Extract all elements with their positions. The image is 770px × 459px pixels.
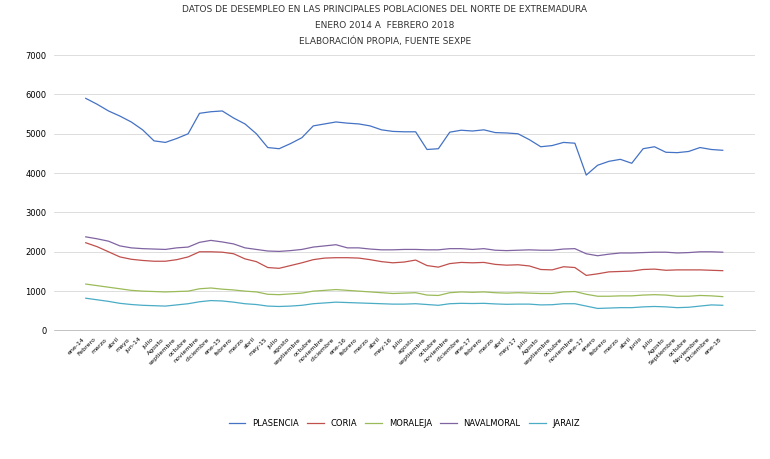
MORALEJA: [104, 285, 113, 290]
MORALEJA: [354, 288, 363, 294]
Text: ENERO 2014 A  FEBRERO 2018: ENERO 2014 A FEBRERO 2018: [315, 21, 455, 30]
CORIA: [104, 249, 113, 255]
NAVALMORAL: [116, 243, 125, 249]
CORIA: [514, 262, 523, 268]
CORIA: [581, 273, 591, 278]
NAVALMORAL: [514, 247, 523, 253]
Line: MORALEJA: MORALEJA: [85, 284, 723, 297]
JARAIZ: [104, 299, 113, 304]
PLASENCIA: [525, 137, 534, 142]
JARAIZ: [514, 302, 523, 307]
PLASENCIA: [104, 108, 113, 114]
MORALEJA: [718, 294, 728, 299]
NAVALMORAL: [718, 249, 728, 255]
CORIA: [354, 255, 363, 261]
PLASENCIA: [718, 147, 728, 153]
JARAIZ: [354, 300, 363, 306]
NAVALMORAL: [354, 245, 363, 251]
NAVALMORAL: [81, 234, 90, 240]
MORALEJA: [252, 289, 261, 295]
JARAIZ: [252, 302, 261, 307]
PLASENCIA: [252, 131, 261, 136]
MORALEJA: [514, 290, 523, 296]
PLASENCIA: [514, 131, 523, 136]
Text: DATOS DE DESEMPLEO EN LAS PRINCIPALES POBLACIONES DEL NORTE DE EXTREMADURA: DATOS DE DESEMPLEO EN LAS PRINCIPALES PO…: [182, 5, 588, 14]
CORIA: [116, 254, 125, 260]
PLASENCIA: [354, 121, 363, 127]
NAVALMORAL: [252, 246, 261, 252]
PLASENCIA: [116, 113, 125, 119]
CORIA: [525, 263, 534, 269]
PLASENCIA: [581, 172, 591, 178]
MORALEJA: [525, 291, 534, 296]
Line: NAVALMORAL: NAVALMORAL: [85, 237, 723, 256]
JARAIZ: [81, 296, 90, 301]
NAVALMORAL: [593, 253, 602, 258]
Legend: PLASENCIA, CORIA, MORALEJA, NAVALMORAL, JARAIZ: PLASENCIA, CORIA, MORALEJA, NAVALMORAL, …: [226, 415, 583, 431]
CORIA: [718, 268, 728, 274]
Text: ELABORACIÓN PROPIA, FUENTE SEXPE: ELABORACIÓN PROPIA, FUENTE SEXPE: [299, 37, 471, 46]
MORALEJA: [116, 286, 125, 291]
Line: PLASENCIA: PLASENCIA: [85, 98, 723, 175]
CORIA: [252, 259, 261, 264]
NAVALMORAL: [104, 238, 113, 244]
JARAIZ: [718, 302, 728, 308]
CORIA: [81, 240, 90, 246]
JARAIZ: [116, 301, 125, 306]
JARAIZ: [525, 302, 534, 307]
NAVALMORAL: [525, 247, 534, 252]
Line: JARAIZ: JARAIZ: [85, 298, 723, 308]
PLASENCIA: [81, 95, 90, 101]
MORALEJA: [81, 281, 90, 287]
Line: CORIA: CORIA: [85, 243, 723, 275]
JARAIZ: [593, 306, 602, 311]
